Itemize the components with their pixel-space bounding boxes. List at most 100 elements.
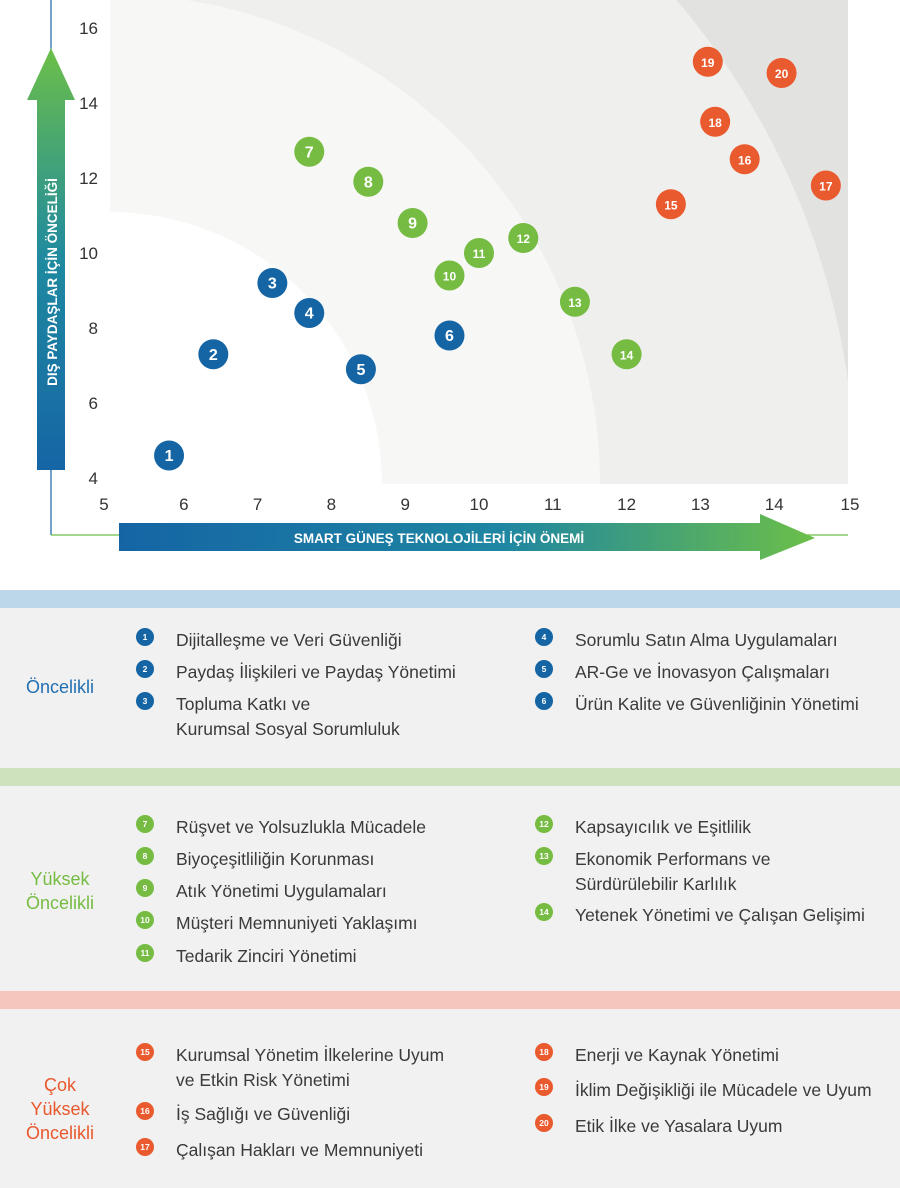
legend-item-15: 15 Kurumsal Yönetim İlkelerine Uyum ve Et…	[136, 1043, 444, 1093]
data-point-14: 14	[611, 339, 642, 370]
x-tick-label: 12	[617, 495, 636, 514]
bar-cok	[0, 991, 900, 1009]
data-point-9: 9	[397, 208, 428, 238]
data-point-label: 12	[517, 232, 531, 246]
data-point-1: 1	[154, 440, 185, 471]
zone-base	[110, 212, 382, 484]
data-point-label: 15	[664, 198, 678, 212]
legend-badge: 5	[535, 660, 553, 678]
data-point-8: 8	[353, 166, 384, 197]
data-point-7: 7	[294, 136, 325, 167]
x-tick-label: 15	[841, 495, 860, 514]
data-point-5: 5	[345, 354, 376, 385]
data-point-label: 8	[364, 174, 373, 191]
legend-badge: 11	[136, 944, 154, 962]
legend-text: Etik İlke ve Yasalara Uyum	[575, 1116, 783, 1136]
legend-badge: 1	[136, 628, 154, 646]
data-point-label: 20	[775, 67, 789, 81]
legend-item-16: 16 İş Sağlığı ve Güvenliği	[136, 1102, 350, 1127]
legend-text: İklim Değişikliği ile Mücadele ve Uyum	[575, 1080, 872, 1100]
y-tick-label: 10	[79, 244, 98, 263]
data-point-marker	[729, 144, 760, 175]
data-point-11: 11	[464, 238, 494, 268]
legend-item-11: 11 Tedarik Zinciri Yönetimi	[136, 944, 357, 969]
legend-item-17: 17 Çalışan Hakları ve Memnuniyeti	[136, 1138, 423, 1163]
x-tick-label: 11	[544, 495, 562, 514]
data-point-13: 13	[559, 286, 590, 317]
legend-text: Topluma Katkı ve Kurumsal Sosyal Sorumlu…	[176, 694, 400, 739]
category-yuksek-label: Yüksek Öncelikli	[25, 869, 95, 913]
legend-badge: 18	[535, 1043, 553, 1061]
legend-badge: 14	[535, 903, 553, 921]
data-point-label: 5	[356, 362, 365, 379]
legend-item-12: 12 Kapsayıcılık ve Eşitlilik	[535, 815, 751, 840]
data-point-marker	[154, 440, 185, 471]
x-tick-label: 13	[691, 495, 710, 514]
data-point-marker	[464, 238, 494, 268]
x-tick-labels: 5 6 7 8 9 10 11 12 13 14 15	[99, 495, 859, 514]
data-point-17: 17	[810, 170, 841, 201]
data-point-marker	[611, 339, 642, 370]
x-tick-label: 5	[99, 495, 108, 514]
y-tick-label: 12	[79, 169, 98, 188]
data-point-label: 9	[408, 216, 417, 233]
y-tick-label: 8	[89, 319, 98, 338]
legend-item-18: 18 Enerji ve Kaynak Yönetimi	[535, 1043, 779, 1068]
x-tick-label: 14	[765, 495, 784, 514]
data-point-16: 16	[729, 144, 760, 175]
legend-badge: 9	[136, 879, 154, 897]
data-point-marker	[655, 189, 686, 220]
legend-badge: 2	[136, 660, 154, 678]
legend-text: Kurumsal Yönetim İlkelerine Uyum ve Etki…	[176, 1045, 445, 1090]
legend-text: Dijitalleşme ve Veri Güvenliği	[176, 630, 402, 650]
data-point-label: 1	[165, 448, 174, 465]
data-point-label: 6	[445, 328, 454, 345]
legend-item-19: 19 İklim Değişikliği ile Mücadele ve Uyum	[535, 1078, 872, 1103]
data-point-label: 19	[701, 56, 715, 70]
data-point-label: 14	[620, 348, 634, 362]
x-tick-label: 7	[253, 495, 262, 514]
data-point-4: 4	[294, 298, 325, 328]
x-axis-arrow: SMART GÜNEŞ TEKNOLOJİLERİ İÇİN ÖNEMİ	[119, 514, 815, 560]
legend-text: Kapsayıcılık ve Eşitlilik	[575, 817, 752, 837]
legend-badge: 6	[535, 692, 553, 710]
data-point-marker	[559, 286, 590, 317]
data-point-label: 18	[708, 116, 722, 130]
y-tick-label: 4	[89, 469, 98, 488]
y-tick-label: 14	[79, 94, 98, 113]
bar-oncelikli	[0, 590, 900, 608]
data-point-marker	[700, 106, 731, 137]
data-point-label: 7	[305, 144, 314, 161]
legend-item-20: 20 Etik İlke ve Yasalara Uyum	[535, 1114, 783, 1139]
bar-yuksek	[0, 768, 900, 786]
legend-badge: 19	[535, 1078, 553, 1096]
data-point-18: 18	[700, 106, 731, 137]
legend-badge: 20	[535, 1114, 553, 1132]
legend-text: İş Sağlığı ve Güvenliği	[176, 1104, 351, 1124]
category-cok-label: Çok Yüksek Öncelikli	[25, 1075, 95, 1143]
data-point-20: 20	[766, 58, 797, 88]
data-point-marker	[353, 166, 384, 197]
data-point-label: 13	[568, 296, 582, 310]
legend-text: Enerji ve Kaynak Yönetimi	[575, 1045, 779, 1065]
legend-badge: 7	[136, 815, 154, 833]
legend-item-1: 1 Dijitalleşme ve Veri Güvenliği	[136, 628, 402, 653]
data-point-marker	[294, 136, 325, 167]
legend-text: Ekonomik Performans ve Sürdürülebilir Ka…	[575, 849, 771, 894]
legend-text: Tedarik Zinciri Yönetimi	[176, 946, 357, 966]
legend-text: Yetenek Yönetimi ve Çalışan Gelişimi	[575, 905, 865, 925]
data-point-marker	[692, 46, 723, 77]
data-point-12: 12	[508, 223, 539, 253]
legend-badge: 13	[535, 847, 553, 865]
legend-text: Ürün Kalite ve Güvenliğinin Yönetimi	[575, 694, 859, 714]
y-tick-label: 16	[79, 19, 98, 38]
data-point-marker	[397, 208, 428, 238]
x-tick-label: 10	[470, 495, 489, 514]
legend-badge: 4	[535, 628, 553, 646]
x-axis-title: SMART GÜNEŞ TEKNOLOJİLERİ İÇİN ÖNEMİ	[294, 531, 584, 546]
legend-item-10: 10 Müşteri Memnuniyeti Yaklaşımı	[136, 911, 418, 936]
x-tick-label: 9	[400, 495, 409, 514]
legend-badge: 12	[535, 815, 553, 833]
legend-item-7: 7 Rüşvet ve Yolsuzlukla Mücadele	[136, 815, 426, 840]
